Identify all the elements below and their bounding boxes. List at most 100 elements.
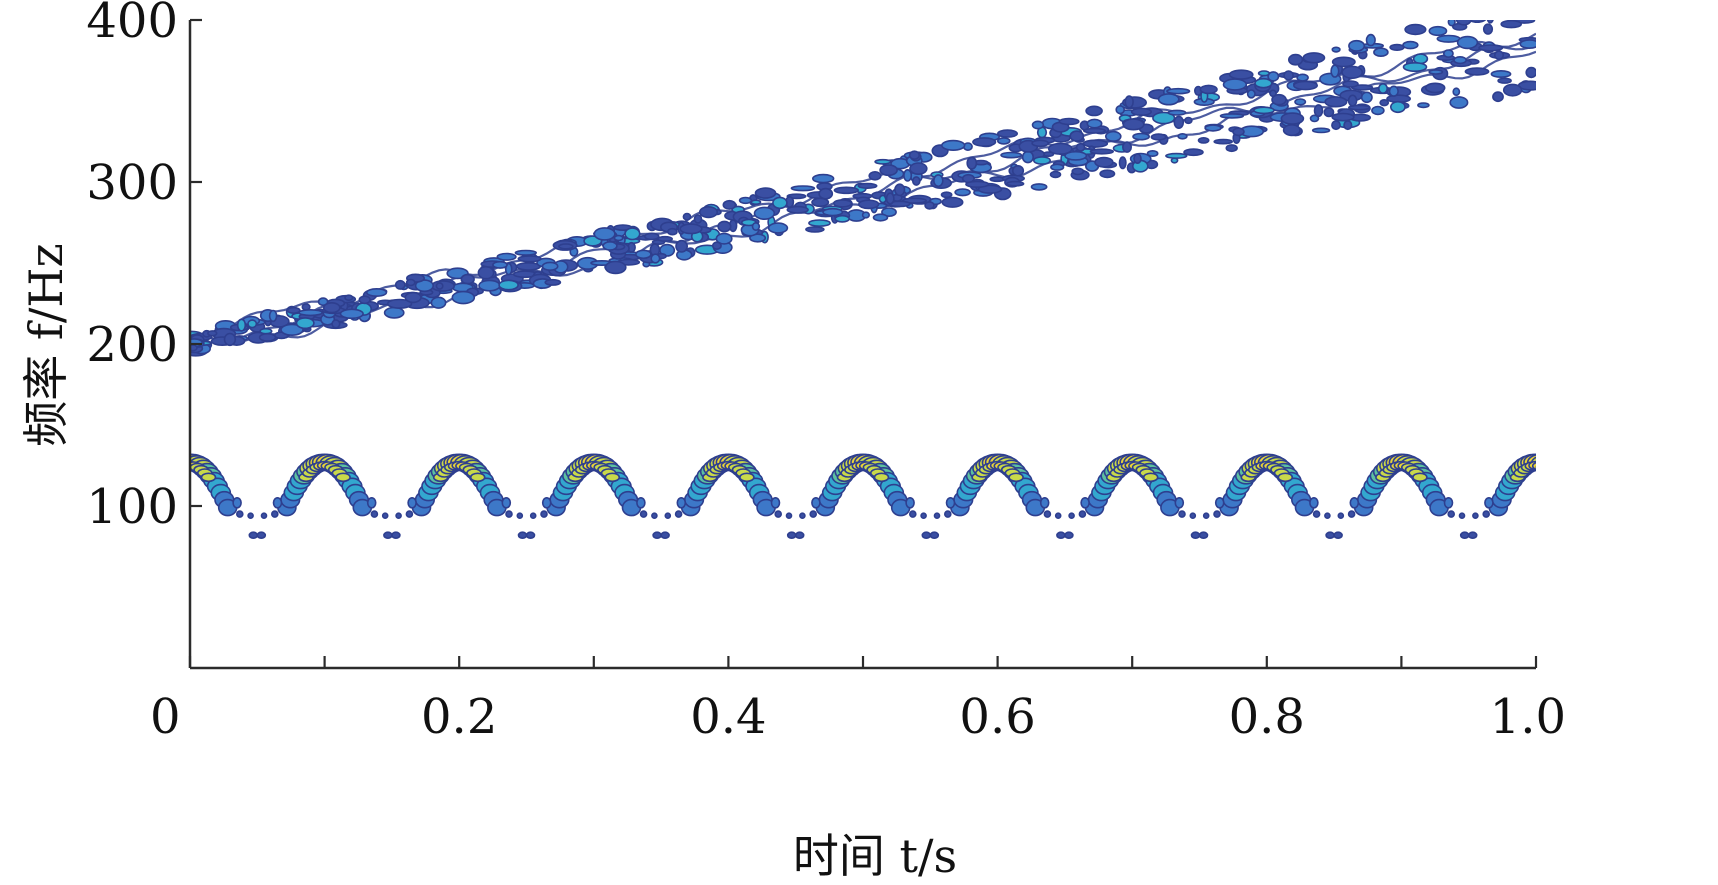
arc-point <box>1550 473 1570 489</box>
arc-tail-point <box>1078 510 1087 518</box>
arc-tail-point <box>516 512 524 520</box>
y-tick-label: 200 <box>86 317 178 373</box>
chirp-point <box>322 302 341 314</box>
chirp-point <box>874 158 892 165</box>
chirp-point <box>1021 150 1035 164</box>
chirp-point <box>1165 152 1188 159</box>
chirp-point <box>1173 115 1185 130</box>
chirp-point <box>879 164 898 177</box>
arc-low-point <box>1459 531 1470 540</box>
chirp-point <box>1324 96 1348 108</box>
chirp-point <box>911 176 921 186</box>
chirp-point <box>1449 96 1469 109</box>
chirp-point <box>1388 85 1399 97</box>
chirp-point <box>772 196 788 210</box>
chirp-point <box>805 226 825 233</box>
chirp-point <box>1331 46 1341 53</box>
arc-low-point <box>794 531 805 540</box>
chirp-point <box>1313 104 1324 118</box>
chirp-point <box>1390 100 1406 114</box>
arc-tail-point <box>1174 496 1185 509</box>
arc-tail-point <box>785 512 793 520</box>
chirp-point <box>1005 180 1025 187</box>
chirp-point <box>259 327 273 335</box>
chirp-point <box>1436 34 1461 43</box>
chirp-point <box>717 220 732 233</box>
chirp-point <box>331 319 341 329</box>
arc-tail-point <box>799 512 806 520</box>
arc-tail-point <box>1214 496 1225 509</box>
chirp-point <box>1348 39 1366 52</box>
chirp-point <box>954 188 971 197</box>
chirp-point <box>1122 141 1133 153</box>
chirp-point <box>1502 83 1523 97</box>
arc-core-point <box>190 465 191 469</box>
y-axis-label: 频率 f/Hz <box>19 243 73 447</box>
chirp-point <box>643 232 660 241</box>
arc-point <box>1561 492 1580 508</box>
arc-low-point <box>1467 531 1478 540</box>
chirp-point <box>414 279 435 293</box>
arc-tail-point <box>1583 511 1589 517</box>
chirp-point <box>1521 0 1540 9</box>
arc-low-point <box>256 531 267 540</box>
chirp-point <box>682 212 692 221</box>
chirp-point <box>517 255 542 263</box>
chirp-point <box>932 174 944 188</box>
chirp-point <box>1225 144 1238 153</box>
chirp-point <box>1031 139 1050 148</box>
chirp-point <box>358 295 371 305</box>
chirp-point <box>339 308 364 320</box>
chirp-point <box>492 260 508 269</box>
arc-tail-point <box>272 496 283 509</box>
arc-tail-point <box>381 512 389 520</box>
chirp-point <box>909 162 928 175</box>
chirp-point <box>1371 105 1385 116</box>
arc-tail-point <box>1447 510 1455 518</box>
chirp-point <box>996 129 1018 138</box>
arc-tail-point <box>664 512 672 520</box>
chirp-point <box>1417 102 1430 109</box>
chirp-point <box>258 332 277 342</box>
chirp-point <box>1219 113 1245 119</box>
chirp-point <box>1030 183 1048 191</box>
chirp-point <box>1323 107 1335 118</box>
chirp-point <box>1105 130 1122 142</box>
arc-tail-point <box>1347 510 1356 518</box>
chirp-point <box>1157 93 1180 106</box>
arc-core-point <box>1008 472 1024 483</box>
x-tick-label: 0 <box>150 689 181 745</box>
chirp-point <box>451 290 476 305</box>
chirp-point <box>1347 94 1358 107</box>
x-axis-label: 时间 t/s <box>793 829 957 883</box>
chirp-point <box>558 243 574 250</box>
chirp-point <box>1453 55 1467 65</box>
chirp-point <box>818 187 834 200</box>
chirp-point <box>1094 156 1114 168</box>
arc-core-point <box>873 472 890 483</box>
chirp-point <box>872 213 889 222</box>
arc-tail-point <box>395 512 402 520</box>
chirp-point <box>317 297 329 307</box>
arc-tail-point <box>370 510 379 518</box>
arc-tail-point <box>405 510 414 518</box>
chirp-point <box>247 319 258 329</box>
chirp-point <box>1282 124 1301 137</box>
arc-core-point <box>1544 469 1558 477</box>
arc-low-point <box>1056 531 1066 540</box>
chirp-point <box>751 222 761 232</box>
chirp-point <box>1075 142 1086 152</box>
chirp-point <box>834 214 851 223</box>
chirp-point <box>750 199 762 205</box>
chirp-point <box>1115 104 1125 115</box>
chirp-point <box>236 318 247 332</box>
chirp-point <box>972 137 997 147</box>
chirp-point <box>1199 84 1218 95</box>
chirp-point <box>1031 120 1045 130</box>
chirp-point <box>1402 61 1428 72</box>
chirp-point <box>1365 33 1376 47</box>
chirp-point <box>405 278 416 287</box>
chirp-point <box>1033 156 1052 165</box>
arc-tail-point <box>908 510 917 518</box>
chirp-point <box>861 211 871 219</box>
